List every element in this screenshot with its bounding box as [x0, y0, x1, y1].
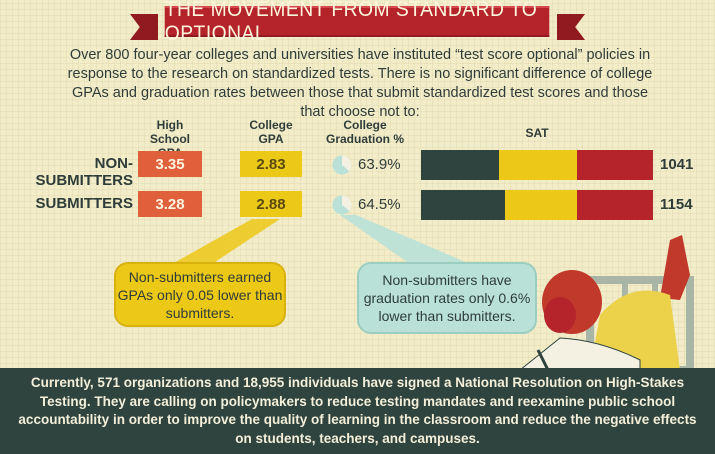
row-label-submitters: SUBMITTERS: [35, 195, 134, 212]
graduation-pie-slice-non-submitters: [342, 155, 352, 172]
header-hs-gpa-line1: High School: [149, 118, 190, 146]
graduation-pie-slice-submitters: [342, 195, 352, 211]
graduation-callout-text: Non-submitters have graduation rates onl…: [363, 272, 531, 324]
header-graduation-line2: Graduation %: [325, 132, 404, 146]
intro-text: Over 800 four-year colleges and universi…: [67, 47, 653, 120]
footer-text: Currently, 571 organizations and 18,955 …: [18, 375, 697, 446]
pencil-icon: [536, 349, 550, 370]
header-sat-label: SAT: [525, 126, 549, 140]
sat-bar-segment-yellow: [499, 150, 577, 180]
header-college-gpa: College GPA: [240, 118, 302, 146]
header-sat: SAT: [421, 126, 653, 140]
footer-panel: Currently, 571 organizations and 18,955 …: [0, 368, 715, 454]
graduation-rate-submitters: 64.5%: [358, 196, 401, 213]
header-graduation: College Graduation %: [320, 118, 410, 146]
gpa-callout: Non-submitters earned GPAs only 0.05 low…: [114, 262, 286, 327]
row-label-non-submitters: NON-SUBMITTERS: [35, 155, 134, 189]
page-title: THE MOVEMENT FROM STANDARD TO OPTIONAL: [164, 0, 538, 45]
hs-gpa-non-submitters: 3.35: [138, 151, 202, 177]
hs-gpa-submitters: 3.28: [138, 191, 202, 217]
header-college-gpa-line2: GPA: [258, 132, 284, 146]
college-gpa-submitters: 2.88: [240, 191, 302, 217]
graduation-pie-submitters: [332, 195, 352, 215]
title-banner: THE MOVEMENT FROM STANDARD TO OPTIONAL: [164, 0, 550, 45]
graduation-callout: Non-submitters have graduation rates onl…: [357, 262, 537, 334]
sat-bar-non-submitters: [421, 150, 653, 180]
sat-bar-submitters: [421, 190, 653, 220]
sat-bar-segment-red: [577, 190, 653, 220]
banner-tail-left: [130, 14, 158, 40]
sat-bar-segment-dark: [421, 190, 505, 220]
sat-score-non-submitters: 1041: [660, 156, 694, 173]
college-gpa-non-submitters: 2.83: [240, 151, 302, 177]
sat-bar-segment-yellow: [505, 190, 577, 220]
sat-bar-segment-dark: [421, 150, 499, 180]
sat-score-submitters: 1154: [660, 196, 693, 213]
grad-callout-pointer: [340, 215, 470, 264]
header-college-gpa-line1: College: [249, 118, 293, 132]
banner-tail-right: [557, 14, 585, 40]
gpa-callout-pointer: [172, 219, 280, 264]
graduation-rate-non-submitters: 63.9%: [358, 156, 401, 173]
sat-bar-segment-red: [577, 150, 653, 180]
raised-hand-icon: [660, 235, 690, 300]
graduation-pie-non-submitters: [332, 155, 352, 175]
header-graduation-line1: College: [343, 118, 387, 132]
gpa-callout-text: Non-submitters earned GPAs only 0.05 low…: [117, 268, 283, 321]
test-paper-icon: [520, 337, 641, 370]
student-illustration: [520, 235, 694, 370]
